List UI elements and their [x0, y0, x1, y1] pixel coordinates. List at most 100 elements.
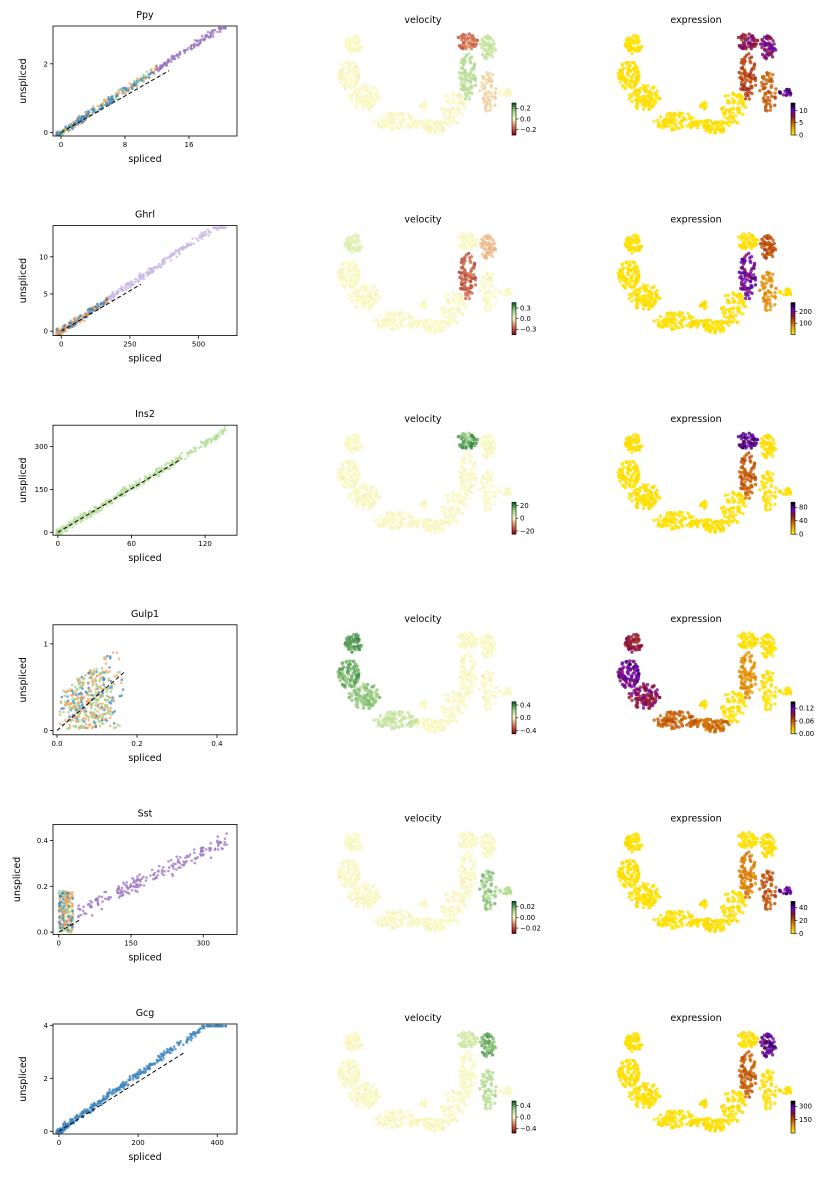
- cell-point: [473, 76, 477, 81]
- data-point: [142, 76, 145, 80]
- data-point: [102, 299, 106, 303]
- data-point: [167, 59, 170, 62]
- cell-point: [460, 58, 465, 62]
- cell-point: [644, 95, 648, 100]
- cell-point: [670, 327, 674, 332]
- cell-point: [631, 66, 636, 71]
- cell-point: [481, 96, 486, 101]
- cell-point: [490, 55, 495, 59]
- cell-point: [381, 319, 385, 323]
- cell-point: [425, 525, 429, 529]
- cell-point: [461, 511, 465, 516]
- cell-point: [485, 78, 489, 82]
- data-point: [168, 467, 172, 471]
- cell-point: [489, 283, 493, 287]
- cell-point: [361, 506, 366, 511]
- cell-point: [422, 119, 426, 124]
- cell-point: [352, 85, 356, 89]
- y-tick-label: 0: [44, 129, 48, 137]
- cell-point: [620, 62, 625, 66]
- cell-point: [452, 518, 457, 522]
- cell-point: [634, 233, 639, 237]
- cell-point: [485, 251, 489, 255]
- data-point: [223, 26, 226, 30]
- cell-point: [361, 503, 366, 507]
- cell-point: [367, 100, 371, 105]
- cell-point: [342, 465, 346, 470]
- cell-point: [488, 298, 492, 302]
- colorbar-tick-label: 0.0: [520, 115, 531, 123]
- cell-point: [635, 102, 640, 107]
- colorbar-swatch: [791, 306, 795, 309]
- cell-point: [454, 313, 458, 317]
- cell-point: [652, 319, 656, 323]
- cell-point: [349, 46, 354, 50]
- cell-point: [455, 520, 460, 524]
- cell-point: [490, 94, 494, 99]
- cell-point: [440, 106, 444, 111]
- cell-point: [458, 499, 463, 503]
- colorbar-swatch: [791, 113, 795, 116]
- cell-point: [752, 62, 757, 66]
- cell-point: [357, 98, 361, 102]
- cell-point: [485, 109, 489, 113]
- cell-point: [625, 60, 629, 65]
- cell-point: [724, 108, 728, 112]
- data-point: [111, 501, 115, 505]
- cell-point: [340, 262, 345, 266]
- cell-point: [351, 39, 355, 44]
- data-point: [159, 265, 162, 269]
- cell-point: [457, 293, 461, 297]
- cell-point: [733, 293, 737, 297]
- cell-point: [739, 271, 743, 275]
- cell-point: [766, 289, 771, 293]
- cell-point: [641, 103, 646, 108]
- cell-point: [623, 284, 627, 288]
- cell-point: [785, 93, 789, 97]
- cell-point: [661, 119, 665, 124]
- colorbar-tick-label: −0.2: [520, 126, 537, 134]
- data-point: [207, 35, 211, 39]
- cell-point: [428, 119, 433, 123]
- data-point: [141, 73, 145, 77]
- cell-point: [767, 234, 771, 238]
- data-point: [210, 441, 213, 444]
- cell-point: [788, 91, 792, 95]
- cell-point: [631, 272, 635, 277]
- cell-point: [465, 72, 469, 76]
- cell-point: [658, 314, 663, 319]
- colorbar-swatch: [512, 125, 516, 128]
- cell-point: [398, 313, 402, 318]
- cell-point: [373, 301, 377, 306]
- cell-point: [466, 36, 471, 40]
- cell-point: [647, 307, 651, 311]
- gene-title: Ins2: [135, 409, 155, 420]
- data-point: [111, 294, 114, 298]
- data-point: [120, 287, 124, 291]
- cell-point: [738, 99, 743, 104]
- cell-point: [490, 254, 495, 259]
- cell-point: [734, 113, 738, 118]
- cell-point: [625, 67, 629, 71]
- cell-point: [650, 286, 654, 290]
- cell-point: [622, 66, 626, 70]
- data-point: [96, 302, 99, 306]
- cell-point: [627, 292, 631, 297]
- data-point: [177, 456, 181, 459]
- cell-point: [389, 318, 393, 322]
- cell-point: [638, 46, 642, 50]
- data-point: [139, 480, 142, 484]
- cell-point: [486, 95, 490, 100]
- cell-point: [440, 306, 444, 310]
- cell-point: [343, 484, 347, 488]
- cell-point: [348, 64, 352, 68]
- cell-point: [760, 45, 764, 50]
- cell-point: [627, 84, 631, 89]
- cell-point: [446, 293, 450, 297]
- data-point: [117, 89, 120, 93]
- data-point: [186, 454, 190, 458]
- cell-point: [449, 120, 454, 125]
- cell-point: [460, 233, 464, 238]
- data-point: [151, 271, 154, 274]
- cell-point: [654, 298, 658, 302]
